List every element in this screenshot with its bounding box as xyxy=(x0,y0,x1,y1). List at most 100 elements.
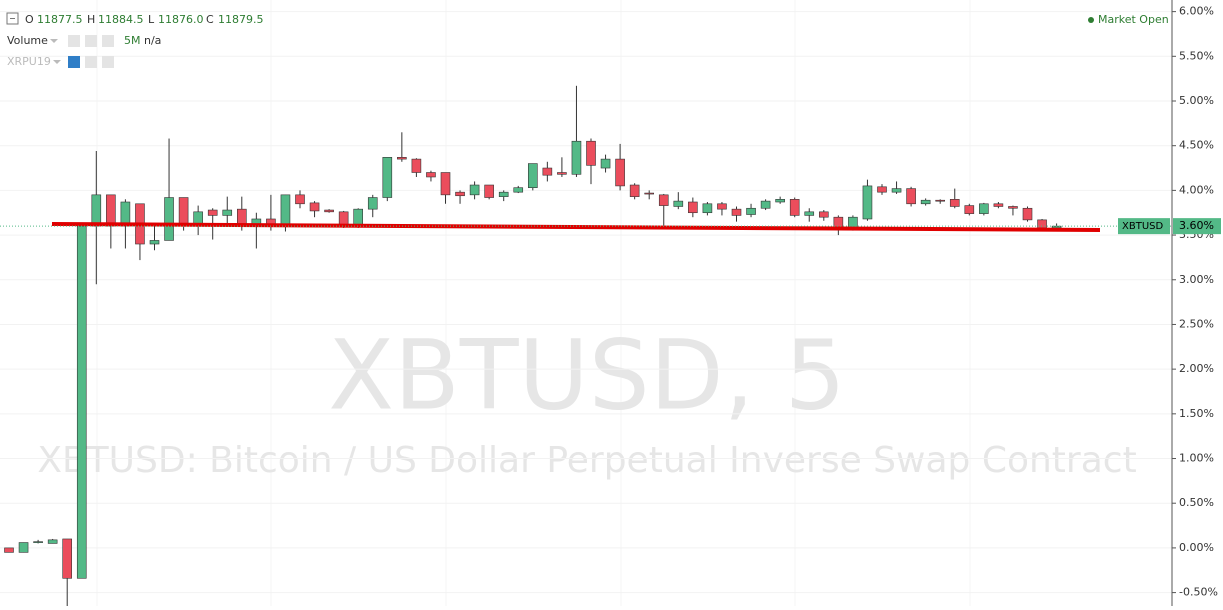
candle-body xyxy=(106,194,116,227)
candle-body xyxy=(717,203,727,210)
y-tick-label: 2.00% xyxy=(1179,362,1214,375)
indicator-interval: 5M xyxy=(124,34,141,47)
watermark-description: XBTUSD: Bitcoin / US Dollar Perpetual In… xyxy=(37,440,1136,481)
candle-body xyxy=(527,163,538,188)
indicator-name[interactable]: Volume xyxy=(7,34,48,47)
candle-body xyxy=(789,199,800,216)
candle-body xyxy=(309,202,320,212)
drawn-trendline xyxy=(51,222,1101,232)
candle-body xyxy=(760,200,771,209)
settings-button[interactable] xyxy=(85,56,97,68)
y-tick-label: 2.50% xyxy=(1179,317,1214,330)
indicator-value: n/a xyxy=(144,34,161,47)
y-tick-label: 1.50% xyxy=(1179,407,1214,420)
candle-body xyxy=(193,211,203,225)
legend-o-label: O xyxy=(25,13,34,26)
candle-body xyxy=(731,208,742,216)
candle-body xyxy=(586,140,596,166)
candle-body xyxy=(222,209,233,216)
candle-body xyxy=(178,197,189,225)
dropdown-icon[interactable] xyxy=(53,60,61,64)
candle-body xyxy=(658,194,669,206)
candle-body xyxy=(426,172,436,178)
candle-body xyxy=(280,194,291,227)
candle-body xyxy=(91,194,102,227)
last-price-label: 3.60% xyxy=(1179,219,1214,232)
candle-body xyxy=(746,207,756,215)
legend-h: 11884.5 xyxy=(98,13,144,26)
candle-body xyxy=(498,191,509,197)
candle-body xyxy=(324,209,334,213)
legend-o: 11877.5 xyxy=(37,13,83,26)
y-tick-label: 0.00% xyxy=(1179,541,1214,554)
settings-button[interactable] xyxy=(85,35,97,47)
candle-body xyxy=(702,203,713,214)
symbol-label: XBTUSD xyxy=(1122,221,1163,232)
candle-body xyxy=(906,188,916,205)
candle-body xyxy=(207,209,218,216)
candle-body xyxy=(149,240,160,245)
candle-body xyxy=(775,199,785,203)
candle-body xyxy=(935,199,946,202)
candle-body xyxy=(484,184,494,198)
dropdown-icon[interactable] xyxy=(50,39,58,43)
candle-body xyxy=(644,192,655,195)
status-dot xyxy=(1088,17,1094,23)
candle-body xyxy=(1037,219,1047,229)
visibility-button[interactable] xyxy=(68,56,80,68)
y-tick-label: 5.00% xyxy=(1179,94,1214,107)
candle-body xyxy=(295,194,305,205)
legend: O 11877.5 H 11884.5 L 11876.0 C 11879.5 … xyxy=(6,12,1169,68)
candle-body xyxy=(4,547,14,553)
candle-body xyxy=(440,172,451,196)
market-status: Market Open xyxy=(1098,13,1169,26)
candle-body xyxy=(76,225,87,579)
candle-body xyxy=(411,158,422,173)
candle-body xyxy=(164,197,174,241)
candle-body xyxy=(615,158,625,187)
candle-body xyxy=(62,538,73,579)
candle-body xyxy=(353,208,364,227)
candle-body xyxy=(469,184,480,196)
last-price-bg xyxy=(1173,218,1221,235)
candle-body xyxy=(542,167,553,176)
legend-h-label: H xyxy=(87,13,95,26)
collapse-button[interactable] xyxy=(6,12,19,25)
candle-body xyxy=(629,184,640,197)
y-tick-label: 4.00% xyxy=(1179,183,1214,196)
candle-body xyxy=(455,191,465,197)
candle-body xyxy=(397,157,407,160)
candle-body xyxy=(920,199,931,205)
indicator-name[interactable]: XRPU19 xyxy=(7,55,51,68)
y-tick-label: 0.50% xyxy=(1179,496,1214,509)
y-tick-label: 4.50% xyxy=(1179,139,1214,152)
candle-body xyxy=(571,140,582,175)
candle-body xyxy=(964,205,975,214)
plot xyxy=(0,11,1172,606)
candle-body xyxy=(673,200,684,207)
y-tick-label: 1.00% xyxy=(1179,452,1214,465)
y-tick-label: 3.00% xyxy=(1179,273,1214,286)
candle-body xyxy=(513,187,524,193)
candle-body xyxy=(557,172,567,175)
remove-button[interactable] xyxy=(102,56,114,68)
candle-body xyxy=(804,211,815,216)
candle-body xyxy=(1022,207,1033,221)
candle-body xyxy=(367,197,378,210)
candle-body xyxy=(600,158,611,169)
y-tick-label: 6.00% xyxy=(1179,5,1214,18)
candle-body xyxy=(1008,206,1018,209)
legend-l-label: L xyxy=(148,13,155,26)
candle-body xyxy=(688,201,698,214)
candle-body xyxy=(382,157,393,198)
legend-c-label: C xyxy=(206,13,214,26)
visibility-button[interactable] xyxy=(68,35,80,47)
candle-body xyxy=(979,203,989,214)
legend-c: 11879.5 xyxy=(218,13,264,26)
candle-body xyxy=(877,186,887,193)
y-tick-label: 5.50% xyxy=(1179,49,1214,62)
candle-body xyxy=(47,539,58,544)
y-tick-label: -0.50% xyxy=(1179,586,1218,599)
remove-button[interactable] xyxy=(102,35,114,47)
